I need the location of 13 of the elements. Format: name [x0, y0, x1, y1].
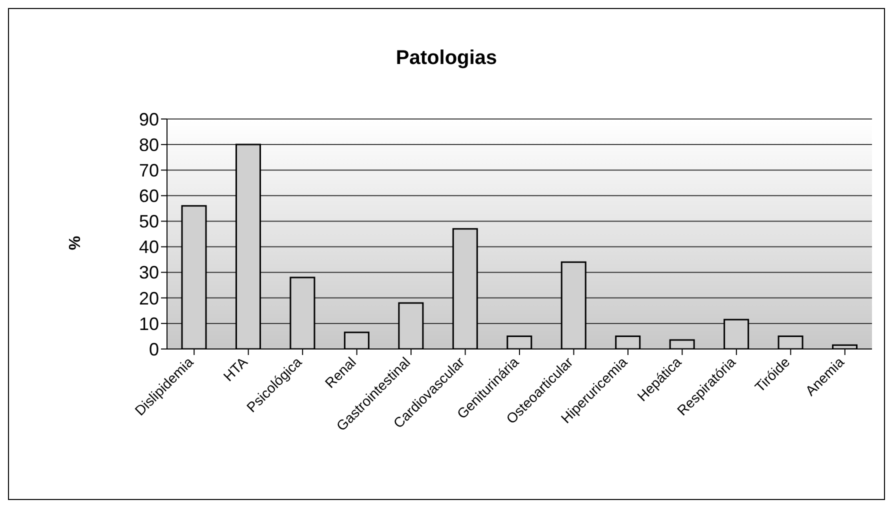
y-tick-label: 80: [138, 134, 159, 155]
x-tick-label: HTA: [220, 353, 251, 384]
y-tick-label: 30: [138, 262, 159, 283]
y-tick-label: 70: [138, 160, 159, 180]
y-tick-label: 20: [138, 288, 159, 308]
y-tick-label: 90: [138, 109, 159, 130]
y-tick-label: 10: [138, 314, 159, 334]
y-tick-label: 60: [138, 186, 159, 206]
y-tick-label: 50: [138, 212, 159, 232]
y-axis-title: %: [67, 236, 86, 250]
y-tick-label: 40: [138, 237, 159, 258]
y-tick-label: 0: [148, 339, 159, 360]
chart-title: Patologias: [394, 47, 498, 70]
